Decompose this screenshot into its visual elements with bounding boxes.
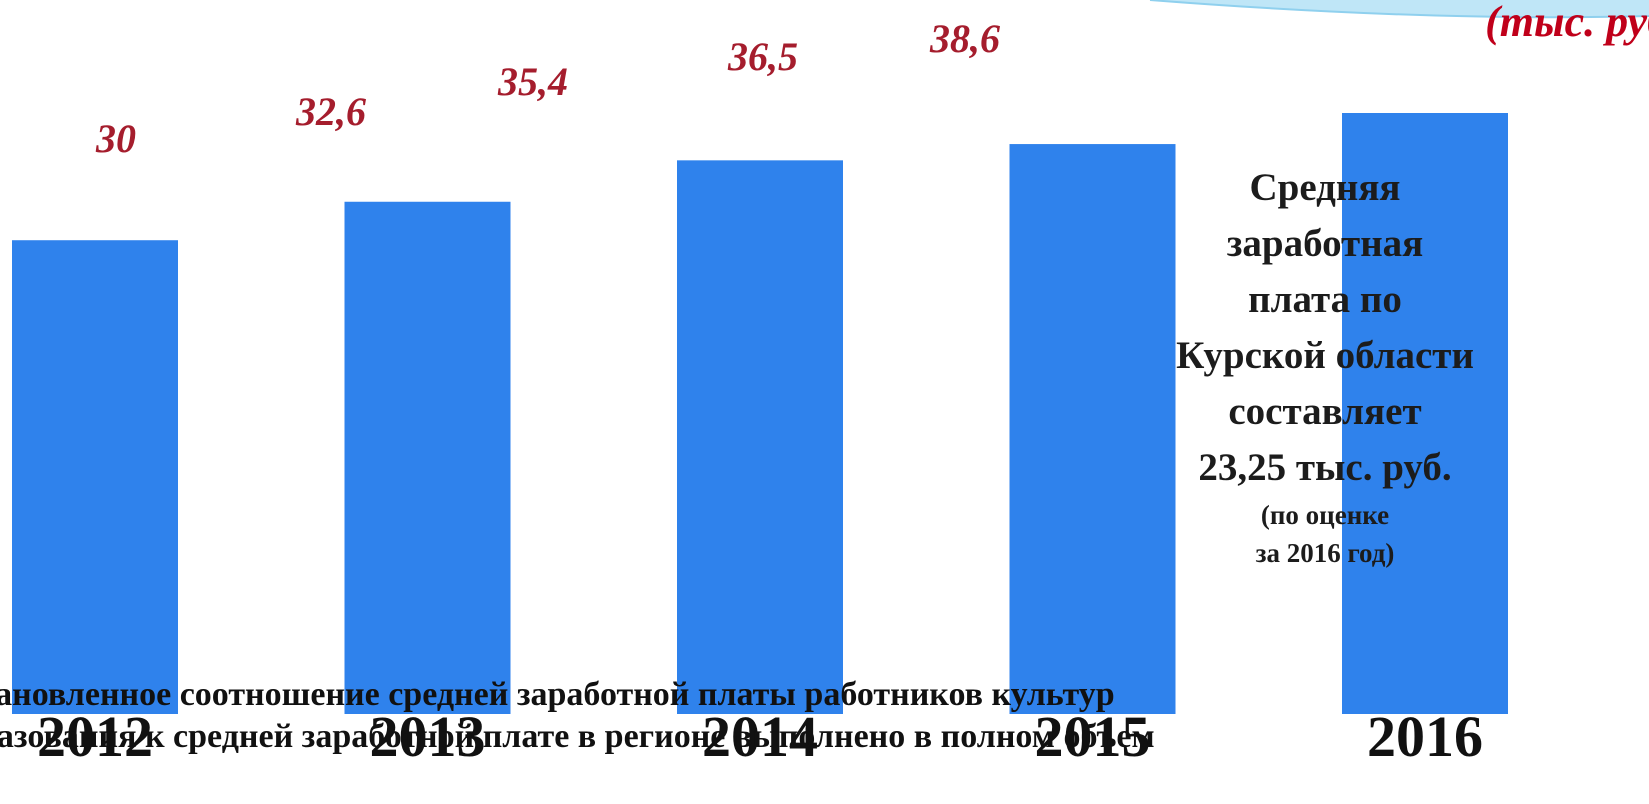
- note-line: Курской области: [1176, 334, 1474, 377]
- decorative-swoosh: [1150, 0, 1649, 18]
- value-label: 38,6: [929, 16, 1000, 61]
- x-tick-label: 2012: [37, 704, 153, 769]
- value-labels: 30 32,6 35,4 36,5 38,6: [95, 16, 1000, 161]
- x-tick-labels: 2012 2013 2014 2015 2016: [37, 704, 1483, 769]
- value-label: 36,5: [727, 34, 798, 79]
- decorative-swoosh-edge: [1149, 0, 1649, 19]
- note-line: Средняя: [1249, 166, 1401, 209]
- value-label: 35,4: [497, 59, 568, 104]
- conclusion-line-1: тановленное соотношение средней заработн…: [0, 676, 1115, 713]
- value-label: 32,6: [295, 89, 366, 134]
- x-tick-label: 2016: [1367, 704, 1483, 769]
- bar-2013: [344, 201, 511, 714]
- note-subline: за 2016 год): [1255, 538, 1395, 568]
- value-label: 30: [95, 116, 136, 161]
- note-line: плата по: [1248, 278, 1402, 321]
- units-label: (тыс. руб: [1485, 0, 1649, 46]
- note-line: составляет: [1228, 390, 1422, 433]
- bar-2012: [12, 240, 178, 714]
- x-tick-label: 2013: [370, 704, 486, 769]
- bar-2014: [677, 160, 843, 714]
- x-tick-label: 2014: [702, 704, 818, 769]
- average-salary-note: Средняя заработная плата по Курской обла…: [1160, 160, 1490, 572]
- note-line: 23,25 тыс. руб.: [1198, 446, 1452, 489]
- conclusion-line-2: разования к средней заработной плате в р…: [0, 718, 1155, 755]
- bar-2015: [1009, 144, 1176, 715]
- x-tick-label: 2015: [1035, 704, 1151, 769]
- conclusion-text: тановленное соотношение средней заработн…: [0, 674, 1649, 758]
- bar-2016: [1342, 113, 1508, 714]
- bars: [12, 113, 1508, 715]
- note-line: заработная: [1226, 222, 1424, 265]
- note-subline: (по оценке: [1260, 500, 1390, 530]
